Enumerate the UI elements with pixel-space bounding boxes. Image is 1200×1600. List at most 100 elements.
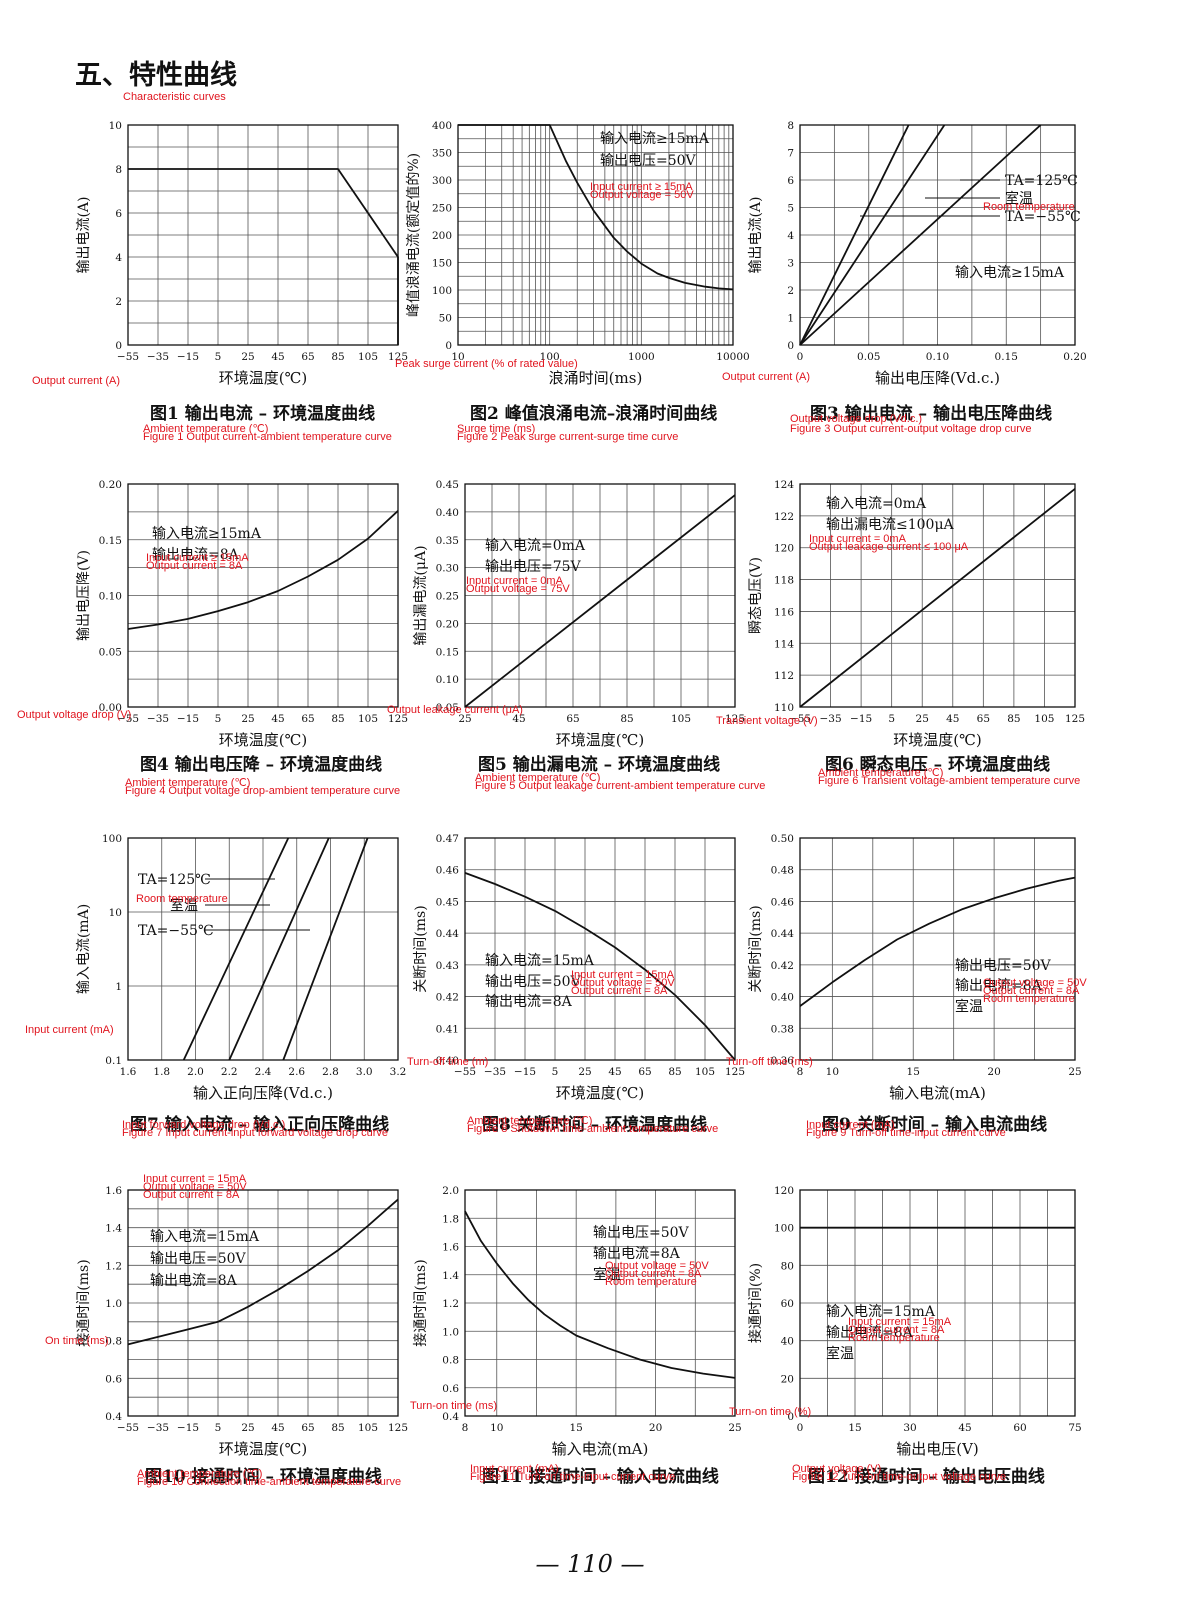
fig9-plot-frame <box>799 837 1076 1061</box>
fig3-y-tick-label: 6 <box>787 175 794 187</box>
fig8-y-tick-label: 0.40 <box>436 1055 459 1067</box>
fig9-annotation-en: Output voltage = 50V <box>983 977 1087 989</box>
fig8-y-tick-label: 0.47 <box>436 833 459 845</box>
fig4-y-axis-title: 输出电压降(V) <box>76 550 92 641</box>
page-number: — 110 — <box>535 1550 644 1578</box>
fig8-annotation-en: Output voltage = 50V <box>571 977 675 989</box>
fig12-plot-frame <box>799 1189 1076 1417</box>
fig8-chart: −55 −35 −15 5 25 45 65 85 105 125 0.40 0.41 0.42 0.43… <box>407 833 745 1135</box>
fig10-y-tick-label: 1.4 <box>105 1223 122 1235</box>
fig8-annotation: 输出电压=50V <box>485 974 582 990</box>
fig7-x-tick-label: 2.2 <box>221 1066 238 1078</box>
fig8-series-line <box>464 872 736 1061</box>
fig11-annotation-en: Output current = 8A <box>605 1268 702 1280</box>
fig2-y-tick-label: 100 <box>432 285 452 297</box>
fig3-series-line-3 <box>799 124 1042 346</box>
fig9-series-line <box>799 876 1076 1007</box>
fig12-y-axis-title-en: Turn-on time (%) <box>729 1406 811 1418</box>
fig5-y-tick-label: 0.25 <box>436 591 459 603</box>
fig6-x-tick-label: 45 <box>946 713 959 725</box>
fig5-y-tick-label: 0.15 <box>436 646 459 658</box>
fig6-annotation-en: Input current = 0mA <box>809 533 907 545</box>
fig12-y-tick-label: 40 <box>781 1336 794 1348</box>
fig2-y-tick-label: 50 <box>439 313 452 325</box>
fig3-x-axis-title-en: Output voltage drop (Vd.c.) <box>790 413 922 425</box>
fig6-annotation-en: Output leakage current ≤ 100 μA <box>809 541 969 553</box>
fig8-x-tick-label: 5 <box>552 1066 559 1078</box>
fig3-y-tick-label: 2 <box>787 285 794 297</box>
fig1-x-tick-label: 25 <box>241 351 254 363</box>
fig1-x-tick-label: 5 <box>215 351 222 363</box>
fig8-x-axis-title-en: Ambient temperature (℃) <box>467 1115 592 1127</box>
fig5-y-axis-title: 输出漏电流(μA) <box>413 545 429 645</box>
fig8-y-tick-label: 0.44 <box>436 928 460 940</box>
fig2-x-tick-label: 100 <box>540 351 560 363</box>
fig5-x-tick-label: 105 <box>671 713 691 725</box>
fig2-annotation-en: Input current ≥ 15mA <box>590 181 693 193</box>
fig10-x-axis-title: 环境温度(℃) <box>219 1440 307 1458</box>
fig5-x-tick-label: 85 <box>620 713 633 725</box>
fig8-annotation: 输入电流=15mA <box>485 953 595 969</box>
fig2-y-axis-title-en: Peak surge current (% of rated value) <box>395 358 578 370</box>
fig10-x-tick-label: 125 <box>388 1422 408 1434</box>
fig12-caption-en: Figure 12 Turn-on time-output voltage cu… <box>792 1471 1006 1483</box>
fig10-x-tick-label: −55 <box>117 1422 139 1434</box>
fig9-y-tick-label: 0.36 <box>771 1055 795 1067</box>
fig3-y-axis-title: 输出电流(A) <box>748 196 764 273</box>
fig12-x-tick-label: 75 <box>1068 1422 1081 1434</box>
fig9-x-tick-label: 8 <box>797 1066 804 1078</box>
fig6-y-tick-label: 112 <box>774 670 794 682</box>
fig8-y-tick-label: 0.42 <box>436 992 459 1004</box>
fig2-x-tick-label: 10000 <box>716 351 749 363</box>
fig10-y-tick-label: 0.8 <box>105 1336 122 1348</box>
fig3-y-tick-label: 4 <box>787 230 794 242</box>
fig5-y-tick-label: 0.45 <box>436 479 459 491</box>
fig12-x-tick-label: 60 <box>1013 1422 1026 1434</box>
fig8-x-tick-label: −55 <box>454 1066 476 1078</box>
fig11-y-axis-title: 接通时间(ms) <box>412 1259 429 1346</box>
fig1-y-tick-label: 6 <box>115 208 122 220</box>
fig9-y-tick-label: 0.44 <box>771 928 795 940</box>
fig12-annotation: 输入电流=15mA <box>826 1304 936 1320</box>
fig10-annotation: 输入电流=15mA <box>150 1229 260 1245</box>
fig10-x-tick-label: 105 <box>358 1422 378 1434</box>
fig6-series-line <box>799 488 1076 708</box>
fig12-y-tick-label: 120 <box>774 1185 794 1197</box>
fig7-y-tick-label: 100 <box>102 833 122 845</box>
fig7-x-axis-title: 输入正向压降(Vd.c.) <box>193 1084 333 1102</box>
fig4-y-axis-title-en: Output voltage drop (V) <box>17 709 131 721</box>
fig12-annotation: 输出电流=8A <box>826 1325 914 1341</box>
fig10-chart: −55 −35 −15 5 25 45 65 85 105 125 0.4 0.6 0.8 1.0 1.2 1… <box>45 1173 408 1488</box>
fig4-annotation: 输入电流≥15mA <box>152 526 262 542</box>
fig7-series-line-1 <box>182 837 290 1061</box>
fig7-x-tick-label: 1.6 <box>120 1066 137 1078</box>
fig1-x-tick-label: −15 <box>177 351 199 363</box>
fig6-y-axis-title: 瞬态电压(V) <box>748 557 764 634</box>
fig5-x-tick-label: 125 <box>725 713 745 725</box>
fig4-x-tick-label: −15 <box>177 713 199 725</box>
fig9-y-tick-label: 0.46 <box>771 896 795 908</box>
fig9-y-tick-label: 0.40 <box>771 992 794 1004</box>
fig7-y-tick-label: 0.1 <box>105 1055 122 1067</box>
fig7-x-axis-title-en: Input forward voltage drop (Vd.c.) <box>122 1119 285 1131</box>
fig2-y-tick-label: 200 <box>432 230 452 242</box>
fig12-grid <box>799 1189 1076 1417</box>
fig7-x-tick-label: 2.6 <box>288 1066 305 1078</box>
fig11-y-axis-title-en: Turn-on time (ms) <box>410 1400 497 1412</box>
fig9-annotation: 输出电压=50V <box>955 958 1052 974</box>
fig3-y-tick-label: 5 <box>787 203 794 215</box>
fig6-plot-frame <box>799 483 1076 708</box>
fig4-y-tick-label: 0.15 <box>99 535 122 547</box>
fig12-x-tick-label: 45 <box>958 1422 971 1434</box>
fig1-x-tick-label: −35 <box>147 351 169 363</box>
fig6-annotation: 输出漏电流≤100μA <box>826 517 955 533</box>
fig3-curve-label: TA=125℃ <box>1005 173 1078 189</box>
fig6-chart: −55 −35 −15 5 25 45 65 85 105 125 110 112 114 116 118 1… <box>716 479 1085 787</box>
fig10-caption: 图10 接通时间 – 环境温度曲线 <box>145 1466 382 1487</box>
fig6-y-tick-label: 118 <box>774 575 794 587</box>
fig3-x-axis-title: 输出电压降(Vd.c.) <box>875 369 1000 387</box>
fig5-y-tick-label: 0.05 <box>436 702 459 714</box>
fig8-y-tick-label: 0.45 <box>436 896 459 908</box>
